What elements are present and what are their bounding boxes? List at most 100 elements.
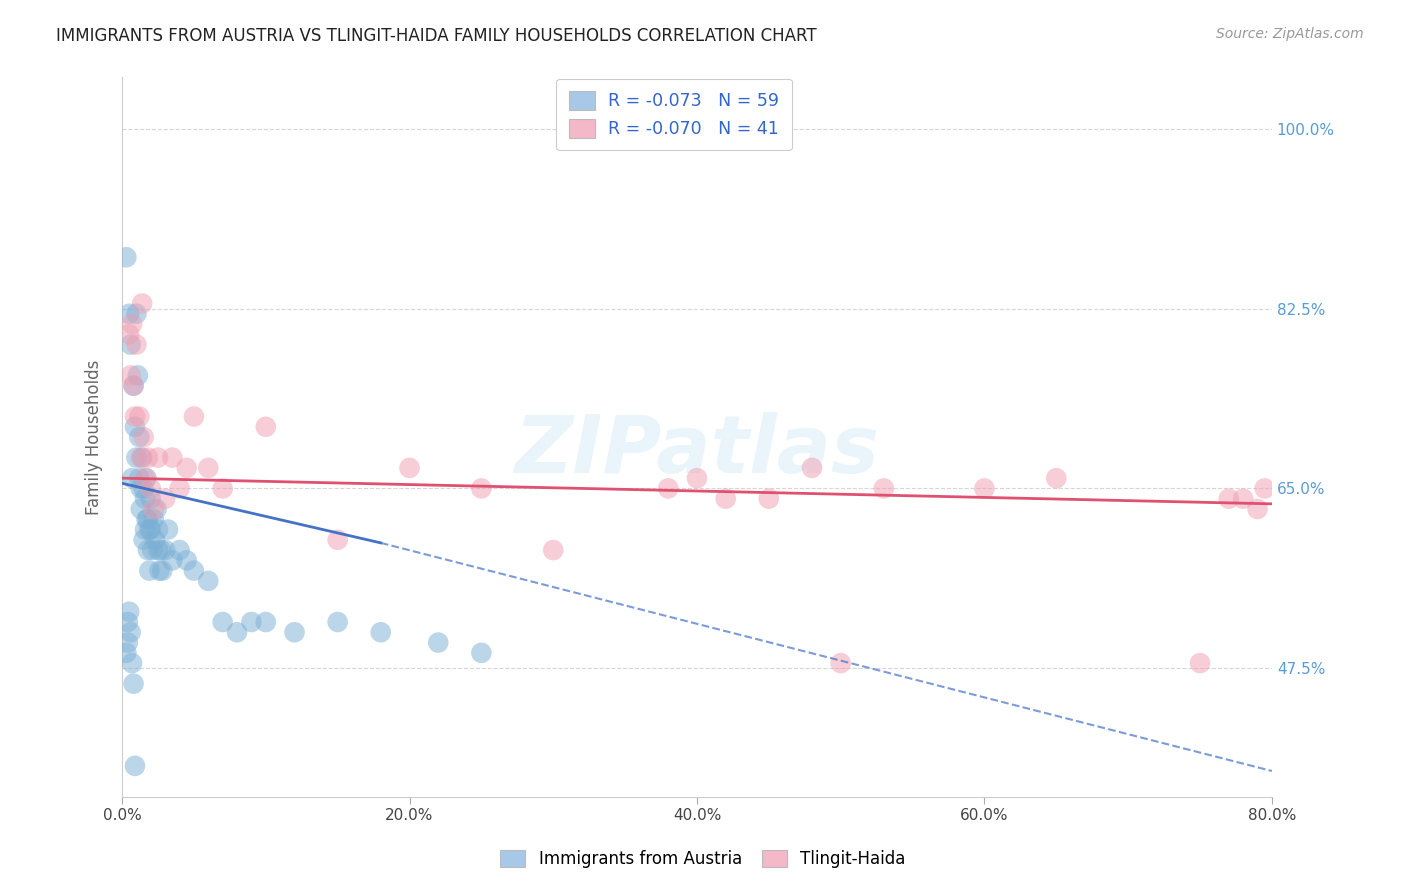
Point <box>136 450 159 465</box>
Point <box>132 482 155 496</box>
Point <box>153 543 176 558</box>
Point <box>120 337 142 351</box>
Point <box>800 461 823 475</box>
Point <box>139 491 162 506</box>
Text: Source: ZipAtlas.com: Source: ZipAtlas.com <box>1216 27 1364 41</box>
Point <box>197 574 219 588</box>
Point <box>134 491 156 506</box>
Point <box>686 471 709 485</box>
Point <box>169 482 191 496</box>
Point <box>1246 502 1268 516</box>
Point <box>120 368 142 383</box>
Point <box>197 461 219 475</box>
Point <box>117 635 139 649</box>
Point <box>148 564 170 578</box>
Point <box>146 523 169 537</box>
Point <box>125 337 148 351</box>
Point <box>132 430 155 444</box>
Point <box>115 646 138 660</box>
Point <box>146 543 169 558</box>
Point <box>1189 656 1212 670</box>
Point <box>138 564 160 578</box>
Point <box>139 523 162 537</box>
Point <box>124 419 146 434</box>
Point <box>254 419 277 434</box>
Point <box>118 307 141 321</box>
Point <box>118 327 141 342</box>
Point <box>145 502 167 516</box>
Point <box>121 656 143 670</box>
Legend: R = -0.073   N = 59, R = -0.070   N = 41: R = -0.073 N = 59, R = -0.070 N = 41 <box>557 78 792 151</box>
Point <box>131 450 153 465</box>
Point <box>139 482 162 496</box>
Point <box>283 625 305 640</box>
Point <box>873 482 896 496</box>
Point <box>115 250 138 264</box>
Point <box>1218 491 1240 506</box>
Point <box>122 676 145 690</box>
Point <box>125 307 148 321</box>
Point <box>470 646 492 660</box>
Point <box>157 523 180 537</box>
Point <box>973 482 995 496</box>
Point <box>541 543 564 558</box>
Point <box>134 471 156 485</box>
Point <box>830 656 852 670</box>
Point <box>128 430 150 444</box>
Point <box>183 564 205 578</box>
Point <box>131 296 153 310</box>
Point <box>1254 482 1277 496</box>
Point <box>398 461 420 475</box>
Point <box>117 615 139 629</box>
Y-axis label: Family Households: Family Households <box>86 359 103 515</box>
Point <box>122 378 145 392</box>
Point <box>326 533 349 547</box>
Point <box>120 625 142 640</box>
Point <box>135 471 157 485</box>
Point <box>128 471 150 485</box>
Point <box>176 553 198 567</box>
Point <box>124 759 146 773</box>
Point <box>211 482 233 496</box>
Point <box>1045 471 1067 485</box>
Point <box>153 491 176 506</box>
Point <box>135 512 157 526</box>
Point <box>150 564 173 578</box>
Point <box>211 615 233 629</box>
Point <box>129 450 152 465</box>
Point <box>149 543 172 558</box>
Point <box>142 512 165 526</box>
Text: ZIPatlas: ZIPatlas <box>515 412 880 491</box>
Point <box>162 450 184 465</box>
Point <box>136 512 159 526</box>
Point <box>128 409 150 424</box>
Point <box>254 615 277 629</box>
Point <box>138 523 160 537</box>
Point <box>470 482 492 496</box>
Point <box>370 625 392 640</box>
Point <box>758 491 780 506</box>
Point <box>143 533 166 547</box>
Point <box>162 553 184 567</box>
Point <box>125 450 148 465</box>
Point <box>122 378 145 392</box>
Point <box>134 523 156 537</box>
Point <box>714 491 737 506</box>
Point <box>127 368 149 383</box>
Point <box>132 533 155 547</box>
Text: IMMIGRANTS FROM AUSTRIA VS TLINGIT-HAIDA FAMILY HOUSEHOLDS CORRELATION CHART: IMMIGRANTS FROM AUSTRIA VS TLINGIT-HAIDA… <box>56 27 817 45</box>
Legend: Immigrants from Austria, Tlingit-Haida: Immigrants from Austria, Tlingit-Haida <box>494 843 912 875</box>
Point <box>124 409 146 424</box>
Point <box>427 635 450 649</box>
Point <box>129 482 152 496</box>
Point <box>146 450 169 465</box>
Point <box>176 461 198 475</box>
Point <box>118 605 141 619</box>
Point <box>169 543 191 558</box>
Point <box>240 615 263 629</box>
Point <box>129 502 152 516</box>
Point <box>142 502 165 516</box>
Point <box>226 625 249 640</box>
Point <box>136 543 159 558</box>
Point <box>141 543 163 558</box>
